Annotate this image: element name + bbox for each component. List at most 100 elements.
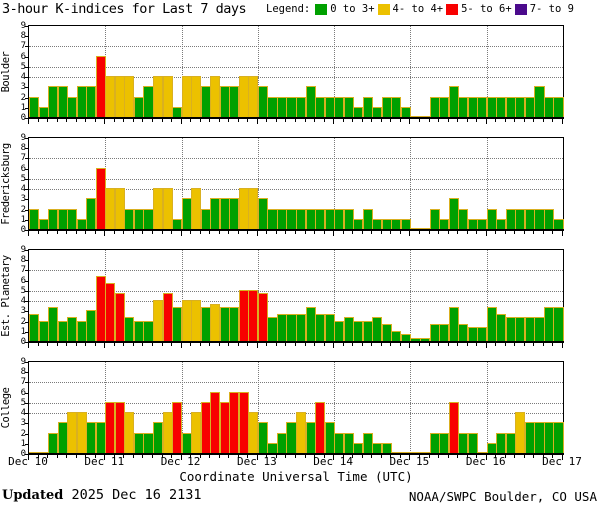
x-tick — [418, 119, 420, 122]
y-tick — [25, 372, 29, 374]
x-tick — [514, 343, 516, 346]
x-tick — [542, 455, 544, 458]
x-tick — [352, 119, 354, 122]
x-tick — [352, 455, 354, 458]
x-tick — [37, 119, 39, 122]
x-tick — [542, 343, 544, 346]
gridline-h — [29, 189, 563, 191]
y-tick — [25, 413, 29, 415]
y-tick — [25, 97, 29, 99]
x-tick — [333, 343, 335, 348]
x-tick — [514, 231, 516, 234]
y-tick — [25, 342, 29, 343]
x-tick — [495, 119, 497, 122]
y-tick — [25, 36, 29, 38]
gridline-day — [410, 26, 412, 117]
y-tick — [25, 148, 29, 150]
x-tick — [552, 343, 554, 346]
x-tick — [380, 231, 382, 234]
k-bar — [381, 442, 392, 453]
y-tick — [25, 77, 29, 79]
x-tick — [390, 119, 392, 122]
x-tick — [47, 119, 49, 122]
x-tick — [476, 455, 478, 458]
x-tick — [514, 119, 516, 122]
x-tick — [333, 231, 335, 236]
x-tick-label: Dec 13 — [236, 455, 277, 468]
x-tick-label: Dec 15 — [389, 455, 430, 468]
y-tick-label: 3 — [20, 418, 26, 429]
y-tick-label: 3 — [20, 194, 26, 205]
x-tick — [142, 231, 144, 234]
x-tick — [428, 455, 430, 458]
x-tick — [275, 231, 277, 234]
x-tick — [209, 119, 211, 122]
x-tick — [247, 343, 249, 346]
legend-item-label: 7- to 9 — [529, 3, 574, 15]
gridline-day — [257, 26, 259, 117]
x-tick — [371, 231, 373, 234]
x-tick — [266, 343, 268, 346]
x-tick — [171, 343, 173, 346]
x-tick — [504, 119, 506, 122]
x-tick — [380, 343, 382, 346]
x-tick — [247, 231, 249, 234]
y-tick-label: 4 — [20, 184, 26, 195]
x-tick — [113, 343, 115, 346]
y-tick-label: 2 — [20, 316, 26, 327]
x-tick — [466, 119, 468, 122]
panel-label: Est. Planetary — [0, 255, 12, 337]
chart-title: 3-hour K-indices for Last 7 days — [2, 1, 247, 17]
x-tick — [409, 119, 411, 124]
panel-label: Boulder — [0, 51, 12, 93]
x-tick — [304, 343, 306, 346]
x-tick — [123, 231, 125, 234]
x-tick — [333, 455, 335, 460]
x-tick — [275, 119, 277, 122]
x-tick — [314, 343, 316, 346]
x-tick — [209, 231, 211, 234]
x-tick-label: Dec 12 — [160, 455, 201, 468]
x-tick — [190, 343, 192, 346]
x-tick — [56, 119, 58, 122]
y-tick — [25, 433, 29, 435]
x-tick — [485, 231, 487, 236]
x-tick — [542, 231, 544, 234]
x-tick — [56, 455, 58, 458]
k-bar — [553, 422, 564, 453]
y-tick-label: 6 — [20, 275, 26, 286]
x-tick — [247, 455, 249, 458]
gridline-day — [486, 362, 488, 453]
x-tick — [438, 455, 440, 458]
panel-college: College 0 1 2 3 4 5 6 7 8 9 — [0, 357, 600, 460]
x-tick — [285, 231, 287, 234]
y-tick-label: 0 — [20, 225, 26, 235]
x-tick — [237, 231, 239, 234]
x-tick-label: Dec 11 — [84, 455, 125, 468]
x-tick — [295, 343, 296, 346]
x-tick — [409, 231, 411, 236]
x-tick — [333, 119, 335, 124]
x-tick — [218, 343, 220, 346]
y-tick-label: 9 — [20, 245, 26, 255]
legend: Legend: 0 to 3+ 4- to 4+ 5- to 6+ 7- to 9 — [266, 3, 574, 15]
gridline-h — [29, 178, 563, 180]
x-tick — [418, 455, 420, 458]
x-tick — [142, 343, 144, 346]
x-tick — [314, 231, 316, 234]
x-tick — [104, 343, 106, 348]
x-tick — [275, 343, 277, 346]
x-tick — [314, 455, 316, 458]
y-tick — [25, 87, 29, 89]
x-tick — [199, 231, 201, 234]
x-tick — [161, 455, 163, 458]
x-tick — [113, 455, 115, 458]
x-axis-labels: Dec 10 Dec 11 Dec 12 Dec 13 Dec 14 Dec 15 Dec … — [0, 455, 600, 469]
x-tick — [533, 343, 535, 346]
x-tick — [504, 231, 506, 234]
y-tick-label: 3 — [20, 306, 26, 317]
x-tick — [438, 343, 440, 346]
legend-item-label: 4- to 4+ — [392, 3, 444, 15]
gridline-day — [181, 26, 183, 117]
x-tick — [113, 119, 115, 122]
